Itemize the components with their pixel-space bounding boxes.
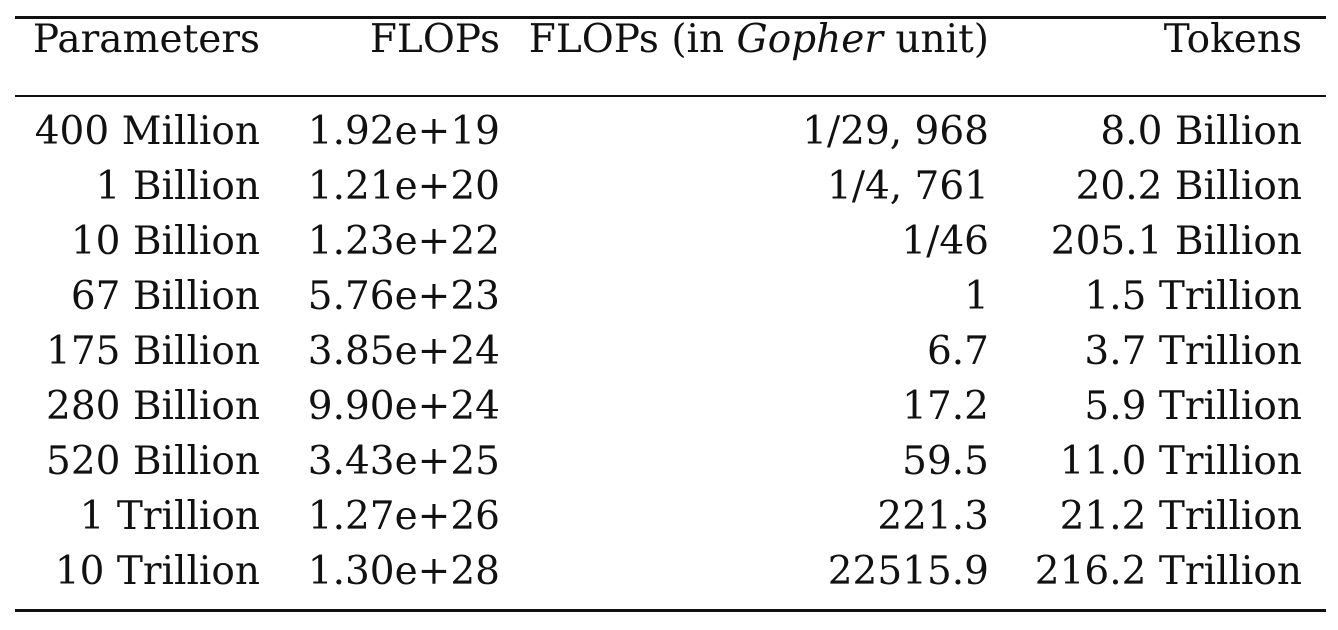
cell-flops: 5.76e+23 [307,274,500,319]
cell-parameters: 1 Trillion [79,494,260,539]
cell-parameters: 10 Trillion [54,549,260,594]
cell-flops: 1.92e+19 [307,109,500,154]
table-row: 175 Billion 3.85e+24 6.7 3.7 Trillion [0,324,1338,379]
header-parameters: Parameters [32,16,260,62]
top-rule [15,16,1326,19]
cell-gopher-units: 17.2 [902,384,989,429]
header-gopher-italic: Gopher [736,16,883,62]
header-flops-gopher-prefix: FLOPs (in [528,16,737,62]
cell-tokens: 8.0 Billion [1100,109,1302,154]
cell-gopher-units: 1/4, 761 [827,164,989,209]
table-row: 280 Billion 9.90e+24 17.2 5.9 Trillion [0,379,1338,434]
table-body: 400 Million 1.92e+19 1/29, 968 8.0 Billion 1… [0,78,1338,599]
compute-table: Parameters FLOPs FLOPs (in Gopher unit) … [0,0,1338,599]
cell-flops: 1.21e+20 [307,164,500,209]
header-tokens: Tokens [1163,16,1302,62]
cell-parameters: 10 Billion [70,219,260,264]
table-row: 67 Billion 5.76e+23 1 1.5 Trillion [0,269,1338,324]
cell-gopher-units: 1/46 [901,219,989,264]
table-row: 520 Billion 3.43e+25 59.5 11.0 Trillion [0,434,1338,489]
cell-tokens: 3.7 Trillion [1084,329,1302,374]
cell-parameters: 175 Billion [46,329,260,374]
cell-gopher-units: 1 [964,274,989,319]
table-row: 10 Billion 1.23e+22 1/46 205.1 Billion [0,214,1338,269]
cell-flops: 9.90e+24 [307,384,500,429]
header-spacer [0,78,1338,104]
bottom-rule [15,609,1326,612]
cell-gopher-units: 59.5 [902,439,989,484]
cell-parameters: 67 Billion [70,274,260,319]
cell-tokens: 5.9 Trillion [1084,384,1302,429]
cell-parameters: 1 Billion [95,164,260,209]
cell-gopher-units: 6.7 [926,329,989,374]
cell-flops: 1.23e+22 [307,219,500,264]
cell-tokens: 21.2 Trillion [1059,494,1302,539]
cell-flops: 1.27e+26 [307,494,500,539]
table-row: 10 Trillion 1.30e+28 22515.9 216.2 Trillion [0,544,1338,599]
table-row: 400 Million 1.92e+19 1/29, 968 8.0 Billion [0,104,1338,159]
cell-flops: 1.30e+28 [307,549,500,594]
cell-tokens: 205.1 Billion [1050,219,1302,264]
table-row: 1 Trillion 1.27e+26 221.3 21.2 Trillion [0,489,1338,544]
cell-parameters: 400 Million [34,109,260,154]
header-rule [15,95,1326,97]
cell-flops: 3.85e+24 [307,329,500,374]
cell-tokens: 1.5 Trillion [1084,274,1302,319]
header-flops: FLOPs [369,16,500,62]
cell-tokens: 216.2 Trillion [1034,549,1302,594]
cell-parameters: 520 Billion [46,439,260,484]
spacer-cell [0,78,1338,104]
cell-tokens: 20.2 Billion [1075,164,1302,209]
cell-tokens: 11.0 Trillion [1059,439,1302,484]
cell-gopher-units: 221.3 [877,494,989,539]
cell-flops: 3.43e+25 [307,439,500,484]
table-header-row: Parameters FLOPs FLOPs (in Gopher unit) … [0,0,1338,78]
cell-parameters: 280 Billion [46,384,260,429]
table-row: 1 Billion 1.21e+20 1/4, 761 20.2 Billion [0,159,1338,214]
header-flops-gopher: FLOPs (in Gopher unit) [517,0,1009,78]
header-flops-gopher-suffix: unit) [883,16,989,62]
cell-gopher-units: 22515.9 [827,549,989,594]
cell-gopher-units: 1/29, 968 [802,109,989,154]
